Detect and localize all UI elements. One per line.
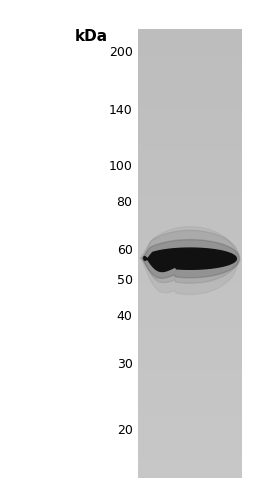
Text: 20: 20	[117, 425, 133, 437]
Text: 140: 140	[109, 104, 133, 118]
Polygon shape	[144, 248, 236, 271]
Text: 60: 60	[117, 244, 133, 257]
Polygon shape	[141, 230, 239, 284]
Text: kDa: kDa	[75, 29, 108, 44]
Text: 200: 200	[109, 46, 133, 59]
Text: 80: 80	[117, 197, 133, 209]
Text: 100: 100	[109, 160, 133, 173]
Text: 40: 40	[117, 310, 133, 324]
Polygon shape	[140, 240, 240, 278]
Polygon shape	[142, 226, 238, 295]
Text: 50: 50	[117, 274, 133, 287]
Text: 30: 30	[117, 358, 133, 371]
